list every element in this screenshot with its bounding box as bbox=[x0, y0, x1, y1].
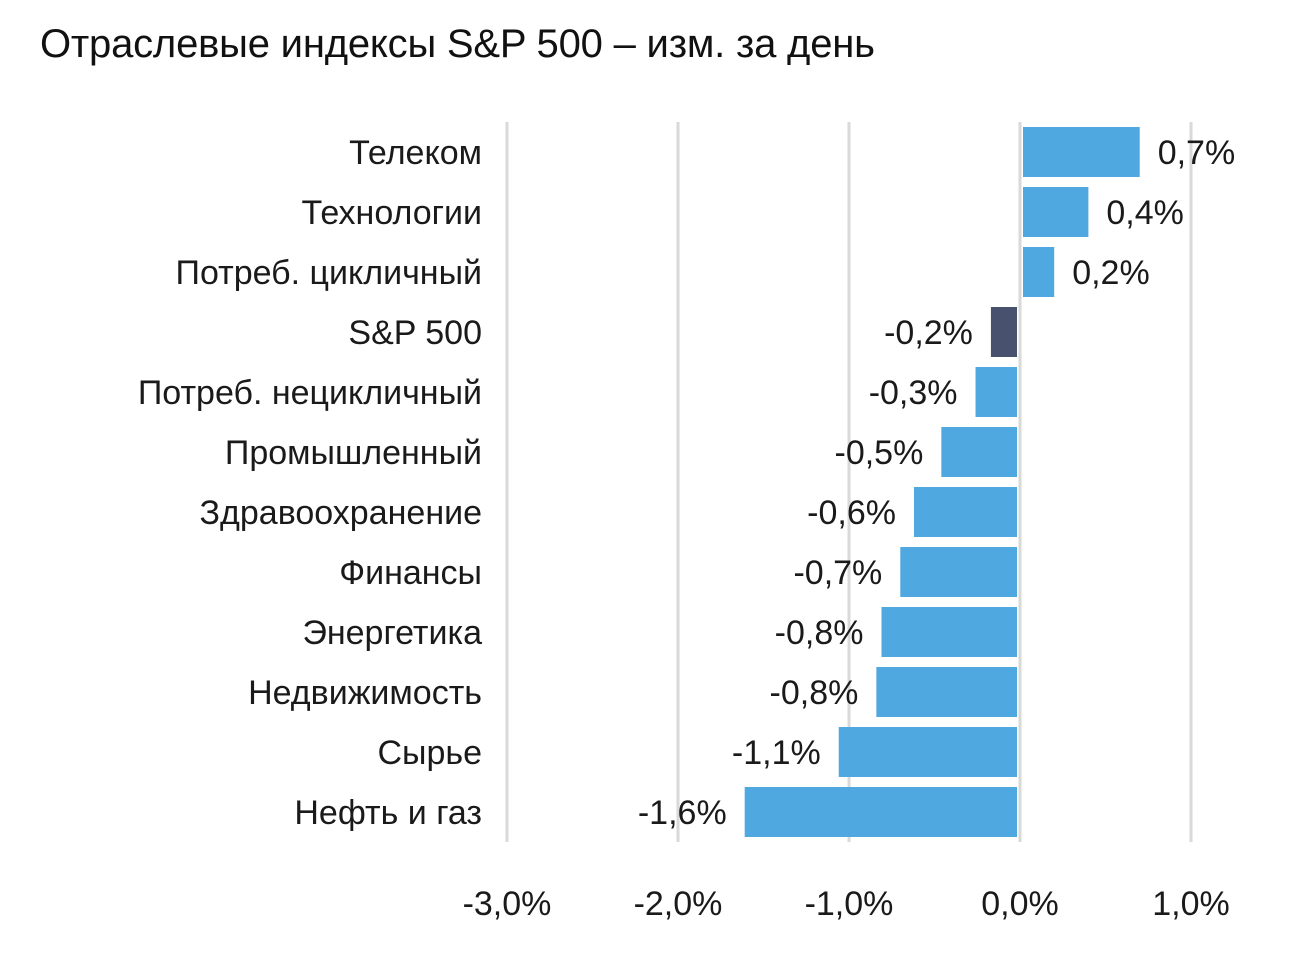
category-label: Потреб. цикличный bbox=[176, 254, 482, 292]
bar bbox=[1023, 247, 1055, 297]
bar bbox=[881, 607, 1017, 657]
category-label: Финансы bbox=[339, 554, 482, 592]
data-label: -0,3% bbox=[869, 374, 958, 412]
bar bbox=[913, 487, 1017, 537]
data-label: -0,5% bbox=[835, 434, 924, 472]
data-label: -0,2% bbox=[884, 314, 973, 352]
category-label: Технологии bbox=[302, 194, 482, 232]
x-tick-label: -3,0% bbox=[463, 885, 552, 923]
data-label: 0,2% bbox=[1072, 254, 1150, 292]
category-label: Телеком bbox=[349, 134, 482, 172]
bar bbox=[941, 427, 1017, 477]
category-label: Энергетика bbox=[302, 614, 482, 652]
data-label: -1,6% bbox=[638, 794, 727, 832]
category-label: Здравоохранение bbox=[200, 494, 483, 532]
x-tick-label: -1,0% bbox=[805, 885, 894, 923]
category-label: Нефть и газ bbox=[294, 794, 482, 832]
data-label: -0,7% bbox=[793, 554, 882, 592]
category-label: S&P 500 bbox=[348, 314, 482, 352]
bar bbox=[744, 787, 1017, 837]
bar bbox=[975, 367, 1017, 417]
data-label: -0,6% bbox=[807, 494, 896, 532]
data-label: -0,8% bbox=[775, 614, 864, 652]
bar bbox=[1023, 127, 1140, 177]
x-tick-label: 0,0% bbox=[981, 885, 1059, 923]
bar bbox=[1023, 187, 1089, 237]
data-label: 0,7% bbox=[1158, 134, 1236, 172]
data-label: -0,8% bbox=[770, 674, 859, 712]
x-tick-label: 1,0% bbox=[1152, 885, 1230, 923]
bar bbox=[838, 727, 1017, 777]
category-label: Недвижимость bbox=[248, 674, 482, 712]
bar bbox=[990, 307, 1017, 357]
category-label: Промышленный bbox=[225, 434, 482, 472]
data-label: -1,1% bbox=[732, 734, 821, 772]
bar bbox=[876, 667, 1017, 717]
category-label: Сырье bbox=[377, 734, 482, 772]
data-label: 0,4% bbox=[1106, 194, 1184, 232]
category-label: Потреб. нецикличный bbox=[138, 374, 482, 412]
chart-title: Отраслевые индексы S&P 500 – изм. за ден… bbox=[40, 22, 875, 66]
bar bbox=[900, 547, 1017, 597]
x-tick-label: -2,0% bbox=[634, 885, 723, 923]
